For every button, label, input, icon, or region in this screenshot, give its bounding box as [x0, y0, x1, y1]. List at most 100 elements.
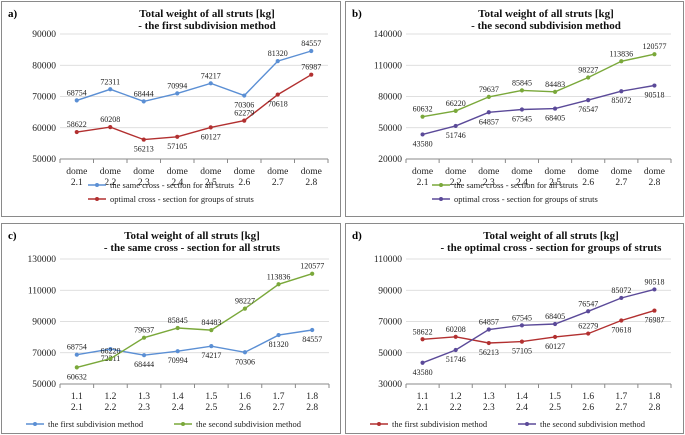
legend-label: the same cross - section for all struts: [454, 180, 578, 190]
x-tick-label: 1.8: [649, 392, 661, 402]
data-label: 74217: [201, 71, 221, 80]
data-label: 57105: [167, 142, 187, 151]
x-tick-label: 2.6: [582, 403, 594, 413]
x-tick-label: 1.7: [273, 392, 285, 402]
x-tick-label: 2.4: [171, 178, 183, 188]
data-point: [141, 335, 147, 340]
x-tick-label: 2.2: [450, 178, 462, 188]
data-point: [586, 75, 591, 80]
data-point: [175, 134, 180, 139]
data-point: [242, 118, 247, 123]
data-point: [141, 99, 146, 104]
data-label: 67545: [512, 114, 532, 123]
x-tick-label: 1.8: [306, 392, 318, 402]
data-point: [519, 88, 525, 93]
data-point: [652, 83, 657, 88]
y-tick-label: 50000: [32, 155, 56, 165]
legend-label: the first subdivision method: [392, 419, 488, 429]
x-tick-label: dome: [133, 167, 154, 177]
legend-label: optimal cross - section for groups of st…: [110, 194, 254, 204]
x-tick-label: dome: [267, 167, 288, 177]
data-point: [619, 59, 624, 64]
legend-marker: [525, 422, 529, 426]
data-label: 98227: [578, 66, 598, 75]
data-label: 84483: [545, 80, 565, 89]
y-tick-label: 90000: [378, 286, 402, 296]
data-point: [310, 327, 315, 333]
data-label: 120577: [300, 262, 324, 271]
legend-label: the same cross - section for all struts: [110, 180, 234, 190]
chart-title-line: - the second subdivision method: [471, 20, 621, 32]
data-point: [141, 137, 146, 142]
chart-title-line: Total weight of all struts [kg]: [478, 8, 614, 20]
data-label: 76987: [301, 63, 321, 72]
y-tick-label: 30000: [378, 380, 402, 390]
data-label: 57105: [512, 347, 532, 356]
series-line: [76, 329, 313, 356]
x-tick-label: dome: [644, 167, 665, 177]
x-tick-label: dome: [578, 167, 599, 177]
x-tick-label: 2.1: [71, 403, 83, 413]
chart-title-line: Total weight of all struts [kg]: [124, 230, 260, 242]
chart-panel-a: a) Total weight of all struts [kg] - the f…: [1, 1, 341, 217]
data-label: 64857: [479, 318, 499, 327]
x-tick-label: 1.1: [417, 392, 429, 402]
data-point: [619, 89, 624, 94]
x-tick-label: 1.3: [483, 392, 495, 402]
data-point: [275, 59, 280, 64]
data-point: [586, 309, 591, 314]
x-tick-label: dome: [611, 167, 632, 177]
data-point: [453, 123, 458, 129]
data-label: 43580: [413, 139, 433, 148]
x-tick-label: dome: [100, 167, 121, 177]
legend-marker: [95, 183, 99, 187]
chart-title-line: Total weight of all struts [kg]: [139, 8, 275, 20]
series-line: [422, 53, 655, 118]
legend-label: the second subdivision method: [540, 419, 646, 429]
data-label: 56213: [479, 348, 499, 357]
line-chart-a: a) Total weight of all struts [kg]- the f…: [8, 8, 329, 204]
data-point: [453, 347, 458, 353]
data-point: [420, 132, 425, 137]
data-point: [420, 360, 425, 365]
x-tick-label: 2.7: [615, 178, 627, 188]
x-tick-label: 1.5: [205, 392, 217, 402]
series-line: [76, 50, 312, 103]
data-label: 60632: [413, 105, 433, 114]
x-tick-label: 2.4: [172, 403, 184, 413]
data-label: 79637: [134, 326, 154, 335]
data-point: [74, 129, 79, 135]
y-tick-label: 110000: [374, 255, 402, 265]
series-line: [76, 273, 313, 369]
chart-title-line: - the first subdivision method: [138, 20, 276, 32]
data-point: [175, 91, 180, 96]
data-point: [486, 340, 491, 346]
data-label: 85072: [611, 286, 631, 295]
x-tick-label: 2.3: [483, 403, 495, 413]
x-tick-label: dome: [545, 167, 566, 177]
data-label: 90518: [644, 277, 664, 286]
data-label: 76547: [578, 105, 598, 114]
data-point: [74, 98, 79, 103]
data-point: [619, 295, 624, 301]
data-label: 56213: [134, 145, 154, 154]
x-tick-label: 2.8: [649, 178, 661, 188]
line-chart-d: d) Total weight of all struts [kg]- the o…: [352, 230, 672, 429]
data-label: 84557: [302, 335, 322, 344]
y-tick-label: 60000: [32, 124, 56, 134]
data-label: 74217: [201, 351, 221, 360]
data-point: [242, 350, 248, 355]
x-tick-label: 2.2: [104, 178, 116, 188]
x-tick-label: 2.5: [549, 403, 561, 413]
data-point: [552, 321, 558, 327]
x-tick-label: 2.2: [105, 403, 117, 413]
data-label: 43580: [413, 368, 433, 377]
x-tick-label: dome: [445, 167, 466, 177]
x-tick-label: 2.7: [272, 178, 284, 188]
data-point: [309, 72, 314, 77]
x-tick-label: 2.7: [615, 403, 627, 413]
data-label: 62279: [578, 322, 598, 331]
y-tick-label: 50000: [32, 380, 56, 390]
data-point: [519, 323, 525, 328]
line-chart-c: c) Total weight of all struts [kg]- the s…: [8, 230, 330, 429]
